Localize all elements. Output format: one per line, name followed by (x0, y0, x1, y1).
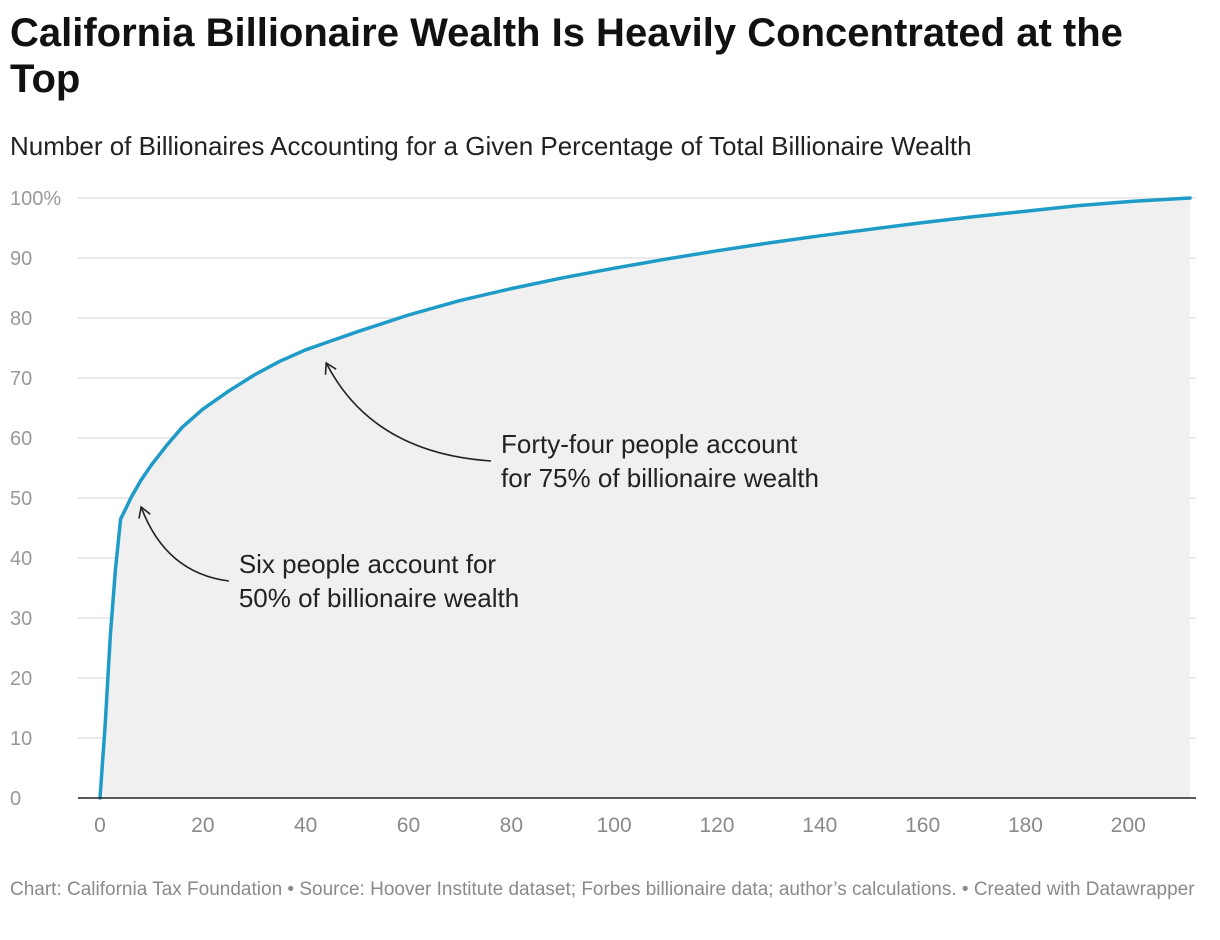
y-tick-label: 60 (10, 428, 32, 450)
y-tick-label: 100% (10, 188, 61, 210)
annotation-label: for 75% of billionaire wealth (501, 463, 819, 493)
x-tick-label: 180 (1008, 814, 1043, 837)
x-axis-ticks: 0 20 40 60 80 100 120 140 160 180 200 (94, 814, 1146, 837)
series-line-group (98, 196, 1192, 800)
chart-title: California Billionaire Wealth Is Heavily… (10, 11, 1123, 101)
y-tick-label: 0 (10, 788, 21, 810)
y-tick-label: 70 (10, 368, 32, 390)
chart-footer: Chart: California Tax Foundation • Sourc… (10, 879, 1195, 900)
x-tick-label: 160 (905, 814, 940, 837)
x-tick-label: 40 (294, 814, 317, 837)
y-tick-label: 40 (10, 548, 32, 570)
y-tick-label: 50 (10, 488, 32, 510)
annotation-arrow (324, 361, 492, 462)
chart-plot: 0 10 20 30 40 50 60 70 80 90 100% 0 20 40 60 80 100 120 1… (10, 188, 1196, 837)
x-tick-label: 120 (699, 814, 734, 837)
y-tick-label: 10 (10, 728, 32, 750)
y-tick-label: 30 (10, 608, 32, 630)
x-tick-label: 0 (94, 814, 106, 837)
y-tick-label: 20 (10, 668, 32, 690)
annotation-label: Six people account for (239, 549, 497, 579)
area-fill (100, 198, 1190, 798)
y-tick-label: 90 (10, 248, 32, 270)
annotation-label: Forty-four people account (501, 429, 798, 459)
y-axis-ticks: 0 10 20 30 40 50 60 70 80 90 100% (10, 188, 61, 810)
series-line (98, 196, 1192, 800)
x-tick-label: 20 (191, 814, 214, 837)
area-shape (100, 198, 1190, 798)
annotation-arrow (138, 505, 229, 582)
y-tick-label: 80 (10, 308, 32, 330)
x-tick-label: 60 (397, 814, 420, 837)
annotation-label: 50% of billionaire wealth (239, 583, 519, 613)
x-tick-label: 80 (500, 814, 523, 837)
x-tick-label: 100 (597, 814, 632, 837)
chart-subtitle: Number of Billionaires Accounting for a … (10, 131, 972, 161)
annotations: Forty-four people account for 75% of bill… (138, 361, 819, 613)
x-tick-label: 200 (1111, 814, 1146, 837)
x-tick-label: 140 (802, 814, 837, 837)
